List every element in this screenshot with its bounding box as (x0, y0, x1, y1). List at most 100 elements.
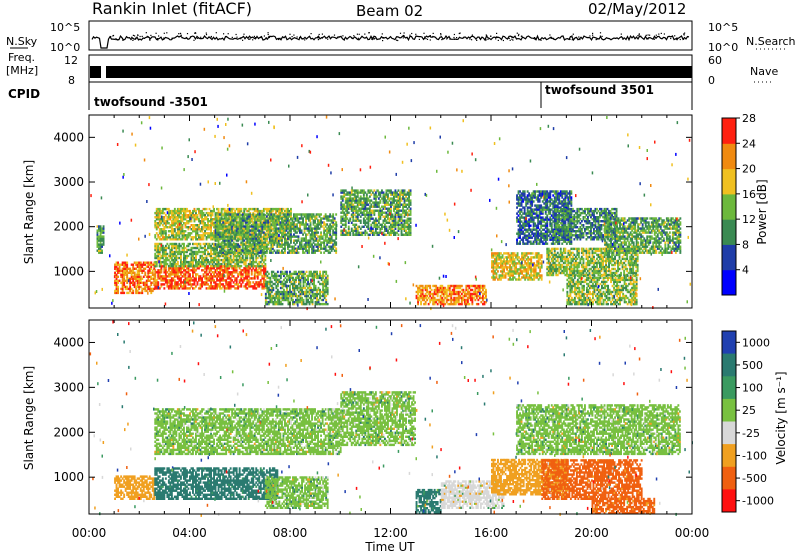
nsearch-dot (646, 35, 647, 36)
echo-cell (332, 213, 334, 215)
nsearch-dot (364, 34, 365, 35)
nsearch-dot (122, 40, 123, 41)
nsearch-tick-top: 10^5 (708, 21, 738, 34)
echo-cell (300, 283, 302, 285)
nsearch-dot (397, 40, 398, 41)
echo-cell (303, 299, 305, 301)
nsearch-dot (649, 35, 650, 36)
nsearch-dot (163, 38, 164, 39)
nsearch-dot (322, 34, 323, 35)
nsearch-dot (248, 39, 249, 40)
nsearch-dot (254, 36, 255, 37)
nsearch-dot (511, 37, 512, 38)
echo-cell (367, 222, 369, 224)
echo-cell (360, 220, 362, 222)
nsearch-dot (496, 33, 497, 34)
freq-label-2: [MHz] (6, 64, 38, 77)
nsearch-dot (211, 36, 212, 37)
nsearch-dot (456, 37, 457, 38)
echo-cell (192, 273, 194, 275)
nsearch-dot (415, 34, 416, 35)
nsky-tick-top: 10^5 (50, 21, 80, 34)
echo-cell (279, 213, 281, 215)
nsearch-dot (423, 33, 424, 34)
nsearch-dot (371, 39, 372, 40)
echo-cell (272, 287, 274, 289)
echo-cell (282, 303, 284, 305)
echo-cell (255, 259, 257, 261)
nsky-frame (89, 21, 692, 50)
nsearch-dot (486, 35, 487, 36)
nsearch-tick-bottom: 10^0 (708, 41, 738, 54)
nsearch-dot (353, 35, 354, 36)
echo-cell (319, 227, 321, 229)
echo-cell (103, 235, 105, 237)
echo-cell (327, 275, 329, 277)
nsearch-dot (495, 38, 496, 39)
echo-cell (360, 222, 362, 224)
echo-cell (157, 281, 159, 283)
nsearch-dot (137, 35, 138, 36)
echo-cell (290, 208, 292, 210)
nsearch-dot (250, 38, 251, 39)
echo-cell (183, 243, 185, 245)
echo-cell (277, 283, 279, 285)
cpid-segment-1: twofsound -3501 (94, 95, 208, 109)
nsky-label: N.Sky (6, 35, 38, 48)
nsearch-dot (278, 39, 279, 40)
nsearch-dot (427, 39, 428, 40)
echo-cell (242, 273, 244, 275)
nsearch-dot (670, 38, 671, 39)
nsearch-dot (149, 39, 150, 40)
echo-cell (298, 252, 300, 254)
nsearch-dot (240, 38, 241, 39)
nsearch-dot (342, 35, 343, 36)
echo-cell (132, 290, 134, 292)
nsearch-dot (322, 38, 323, 39)
echo-cell (100, 225, 102, 227)
nsearch-dot (116, 39, 117, 40)
echo-cell (231, 265, 233, 267)
nsearch-dot (382, 40, 383, 41)
nsearch-dot (372, 38, 373, 39)
nsearch-dot (351, 38, 352, 39)
nsearch-dot (150, 35, 151, 36)
nsearch-dot (319, 34, 320, 35)
nsearch-dot (226, 36, 227, 37)
nsearch-dot (454, 39, 455, 40)
nsearch-dot (157, 39, 158, 40)
cpid-label: CPID (8, 87, 40, 101)
nsearch-dot (628, 38, 629, 39)
nsearch-dot (411, 33, 412, 34)
echo-cell (348, 222, 350, 224)
nsearch-dot (243, 34, 244, 35)
nsearch-dot (357, 34, 358, 35)
echo-cell (290, 213, 292, 215)
echo-cell (277, 271, 279, 273)
echo-cell (103, 225, 105, 227)
nsearch-dot (334, 35, 335, 36)
nsearch-dot (383, 37, 384, 38)
freq-label-1: Freq. (8, 51, 35, 64)
echo-cell (237, 243, 239, 245)
nsearch-dot (589, 35, 590, 36)
nsearch-dot (433, 33, 434, 34)
nsearch-dot (571, 35, 572, 36)
echo-cell (185, 230, 187, 232)
nsearch-dot (676, 38, 677, 39)
nsearch-dot (435, 37, 436, 38)
echo-cell (248, 273, 250, 275)
nsearch-dot (592, 33, 593, 34)
nsearch-dot (228, 33, 229, 34)
nsearch-dot (674, 35, 675, 36)
echo-cell (271, 281, 273, 283)
nsearch-dot (656, 35, 657, 36)
nsearch-dot (134, 35, 135, 36)
nsearch-dot (269, 37, 270, 38)
echo-cell (119, 266, 121, 268)
echo-cell (301, 229, 303, 231)
echo-cell (154, 273, 156, 275)
echo-cell (335, 227, 337, 229)
nsearch-dot (186, 38, 187, 39)
